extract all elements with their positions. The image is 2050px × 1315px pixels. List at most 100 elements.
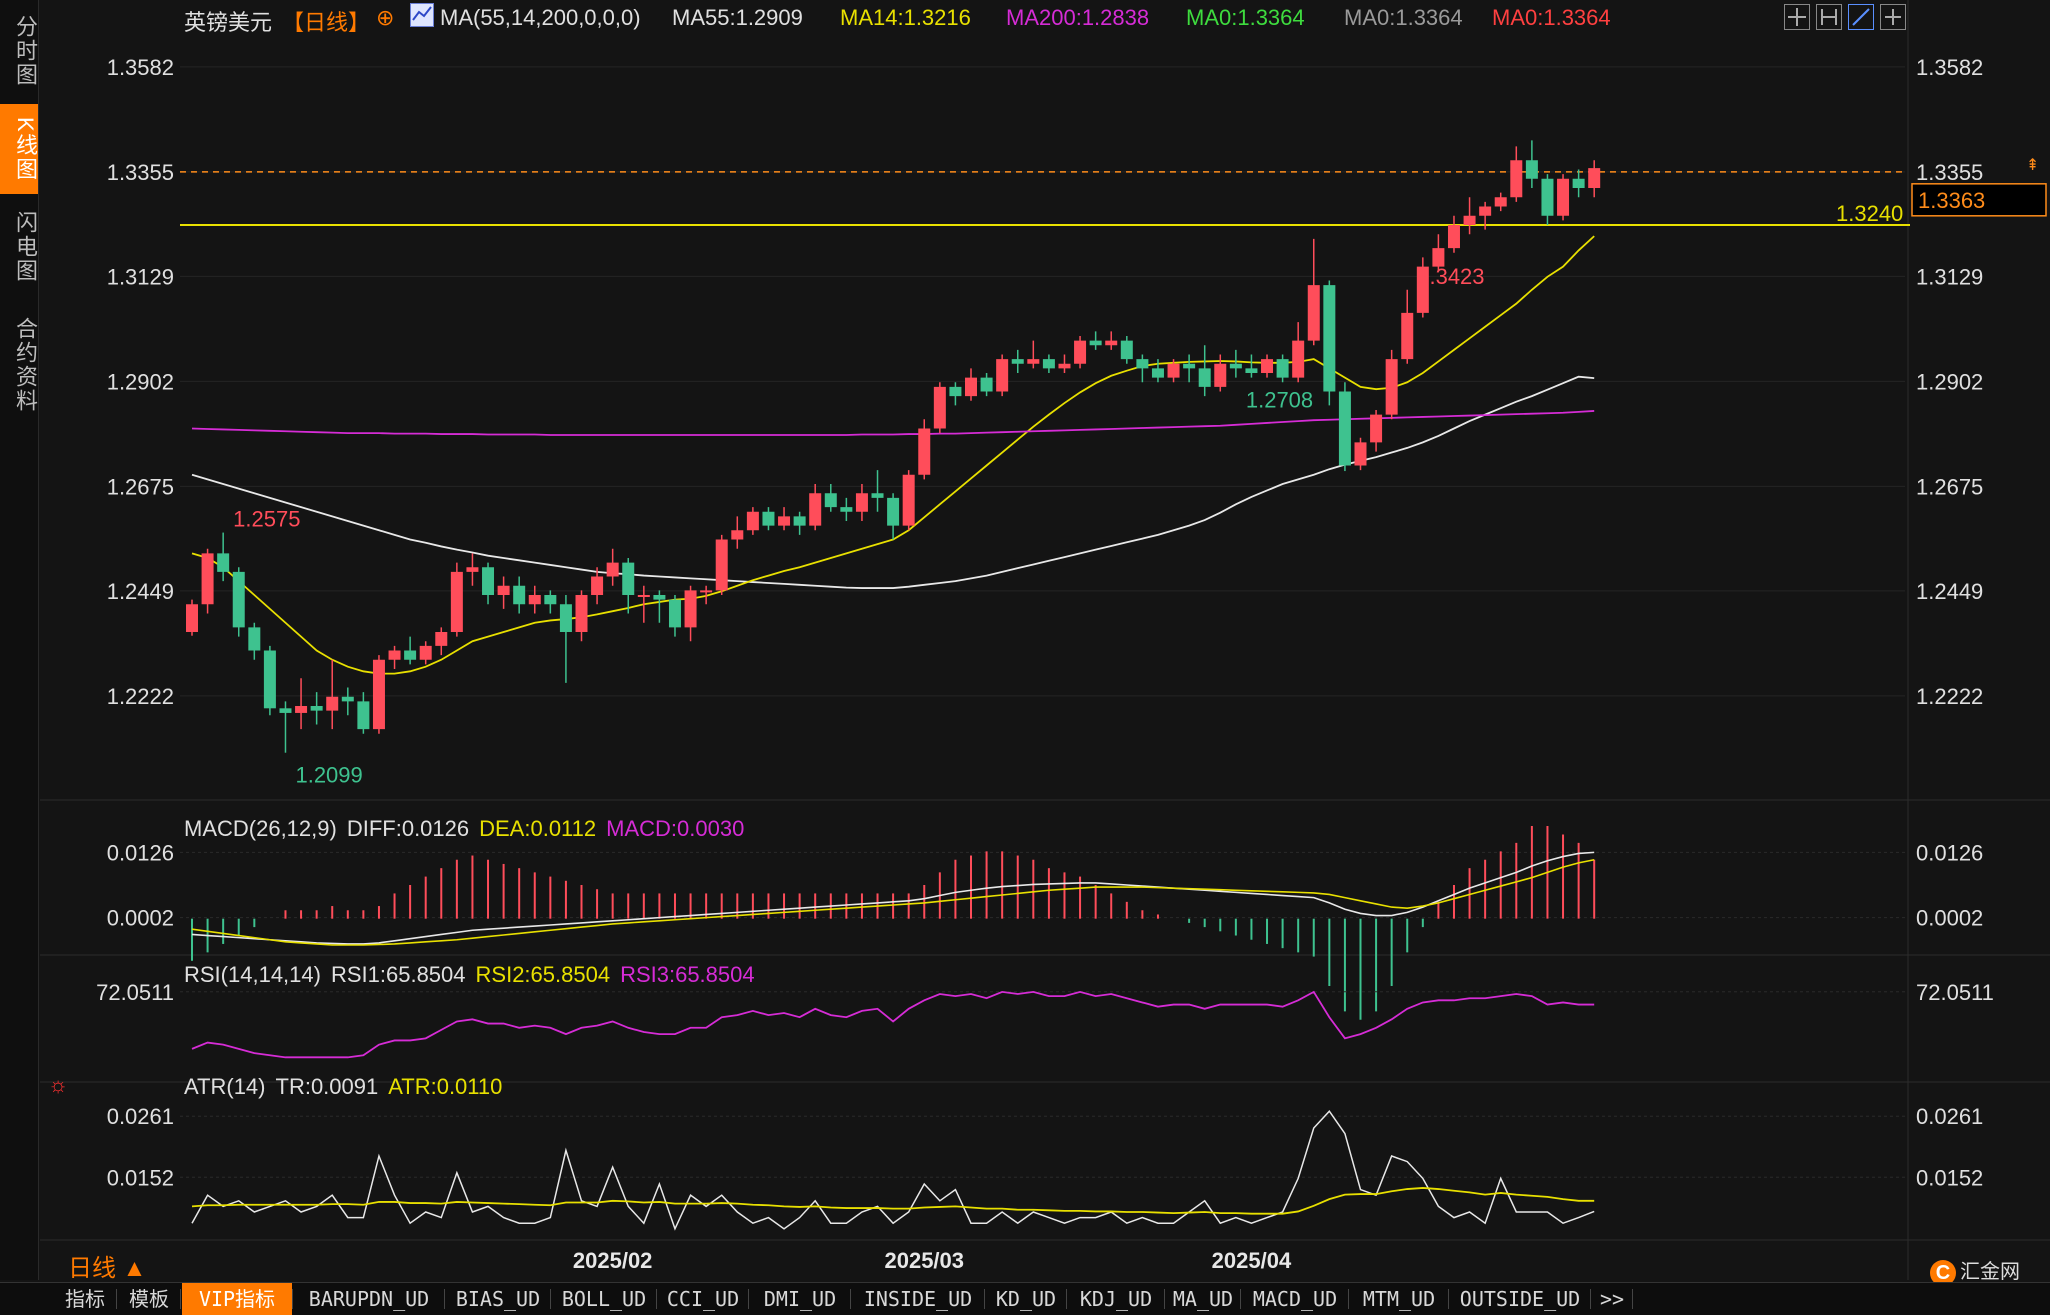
- macd-dea-line: [191, 858, 1595, 946]
- settings-sun-icon[interactable]: ☼: [48, 1072, 69, 1097]
- price-tick-label-right: 1.2902: [1916, 369, 1983, 394]
- candle-body: [1167, 363, 1180, 378]
- candle-body: [1541, 178, 1554, 216]
- price-tick-label-left: 1.2449: [107, 579, 174, 604]
- tab-separator: [656, 1289, 657, 1309]
- crosshair-tool-icon[interactable]: [1784, 4, 1810, 30]
- candle-body: [715, 539, 728, 591]
- ma-line-ma200: [191, 410, 1595, 436]
- indicator-tab-macd_ud[interactable]: MACD_UD: [1252, 1287, 1338, 1311]
- candle-body: [528, 595, 541, 605]
- candle-body: [980, 377, 993, 392]
- rsi1-value: RSI1:65.8504: [330, 962, 466, 987]
- tab-separator: [748, 1289, 749, 1309]
- candle-body: [1058, 363, 1071, 369]
- tab-separator: [1632, 1289, 1633, 1309]
- candle-body: [248, 627, 261, 651]
- atr-atr: ATR:0.0110: [388, 1074, 503, 1099]
- indicator-tab-boll_ud[interactable]: BOLL_UD: [561, 1287, 647, 1311]
- indicator-tab-vip指标[interactable]: VIP指标: [182, 1283, 292, 1315]
- layout-tool-icon[interactable]: [1816, 4, 1842, 30]
- macd-diff-line: [191, 851, 1595, 945]
- indicator-tab->>[interactable]: >>: [1599, 1287, 1625, 1311]
- tab-separator: [1066, 1289, 1067, 1309]
- atr-header: ATR(14) TR:0.0091 ATR:0.0110: [184, 1074, 512, 1100]
- atr-tick-label-left: 0.0261: [107, 1104, 174, 1129]
- candle-body: [1042, 359, 1055, 369]
- candle-body: [1338, 391, 1351, 466]
- candle-body: [668, 599, 681, 628]
- atr-tick-label-left: 0.0152: [107, 1165, 174, 1190]
- logo-text: 汇金网: [1960, 1261, 2020, 1283]
- candle-body: [575, 595, 588, 632]
- candle-body: [1463, 215, 1476, 225]
- tab-separator: [850, 1289, 851, 1309]
- indicator-tab-inside_ud[interactable]: INSIDE_UD: [863, 1287, 973, 1311]
- candle-body: [1120, 340, 1133, 360]
- indicator-tab-bias_ud[interactable]: BIAS_UD: [455, 1287, 541, 1311]
- tab-time-share[interactable]: 分时图: [13, 15, 38, 87]
- tab-separator: [550, 1289, 551, 1309]
- ma0-red-value: MA0:1.3364: [1492, 5, 1611, 30]
- candle-body: [295, 706, 308, 713]
- tab-kline[interactable]: K线图: [0, 104, 38, 194]
- candle-body: [1198, 368, 1211, 387]
- atr-tick-label-right: 0.0152: [1916, 1165, 1983, 1190]
- candle-body: [1494, 197, 1507, 207]
- period-selector[interactable]: 日线 ▲: [68, 1255, 147, 1282]
- indicator-tab-cci_ud[interactable]: CCI_UD: [666, 1287, 740, 1311]
- candle-body: [482, 567, 495, 595]
- atr-tr: TR:0.0091: [275, 1074, 379, 1099]
- tab-flash-chart[interactable]: 闪电图: [13, 211, 38, 283]
- ma-params: MA(55,14,200,0,0,0): [440, 5, 641, 30]
- macd-macd: MACD:0.0030: [606, 816, 745, 841]
- tab-separator: [1240, 1289, 1241, 1309]
- zoom-tool-icon[interactable]: [1880, 4, 1906, 30]
- candle-body: [591, 576, 604, 595]
- candle-body: [622, 562, 635, 595]
- candle-body: [1151, 368, 1164, 378]
- candle-body: [201, 553, 214, 605]
- indicator-tab-outside_ud[interactable]: OUTSIDE_UD: [1459, 1287, 1581, 1311]
- macd-tick-label-left: 0.0002: [107, 906, 174, 931]
- candle-body: [1354, 442, 1367, 466]
- candle-body: [1136, 359, 1149, 369]
- candle-body: [965, 377, 977, 397]
- candle-body: [637, 595, 650, 597]
- ma-line-ma55: [191, 375, 1595, 589]
- atr-tr-line: [191, 1110, 1595, 1231]
- candle-body: [263, 650, 276, 709]
- indicator-tab-模板[interactable]: 模板: [129, 1287, 169, 1311]
- indicator-tab-指标[interactable]: 指标: [65, 1287, 105, 1311]
- candle-body: [949, 386, 962, 397]
- chart-area[interactable]: 1.3582 1.3582 1.3355 1.3355 1.3129 1.3129 1.29…: [0, 0, 2050, 1280]
- candle-body: [186, 604, 198, 632]
- draw-line-tool-icon[interactable]: [1848, 4, 1874, 30]
- indicator-tab-mtm_ud[interactable]: MTM_UD: [1362, 1287, 1436, 1311]
- tab-separator: [1164, 1289, 1165, 1309]
- candle-body: [1183, 363, 1196, 369]
- indicator-tab-barupdn_ud[interactable]: BARUPDN_UD: [308, 1287, 430, 1311]
- rsi-header: RSI(14,14,14) RSI1:65.8504 RSI2:65.8504 RSI…: [184, 962, 765, 988]
- price-tick-label-right: 1.2449: [1916, 579, 1983, 604]
- indicator-tab-ma_ud[interactable]: MA_UD: [1172, 1287, 1234, 1311]
- candle-body: [778, 516, 791, 526]
- candle-body: [1229, 363, 1242, 369]
- candle-body: [310, 706, 323, 711]
- indicator-tab-dmi_ud[interactable]: DMI_UD: [763, 1287, 837, 1311]
- indicator-chart-icon[interactable]: [410, 3, 434, 27]
- indicator-tab-kd_ud[interactable]: KD_UD: [995, 1287, 1057, 1311]
- period-tag[interactable]: 【日线】: [282, 10, 371, 35]
- tab-contract-info[interactable]: 合约资料: [13, 317, 38, 413]
- candle-body: [1447, 225, 1460, 249]
- price-arrow-icon: ⇞: [2026, 157, 2039, 174]
- candle-body: [1572, 178, 1585, 188]
- candle-body: [1432, 248, 1445, 267]
- ma55-value: MA55:1.2909: [672, 5, 803, 30]
- candle-body: [1292, 340, 1305, 378]
- candle-body: [793, 516, 806, 526]
- candle-body: [1074, 340, 1087, 364]
- add-indicator-icon[interactable]: ⊕: [376, 5, 395, 30]
- macd-tick-label-left: 0.0126: [107, 840, 174, 865]
- indicator-tab-kdj_ud[interactable]: KDJ_UD: [1079, 1287, 1153, 1311]
